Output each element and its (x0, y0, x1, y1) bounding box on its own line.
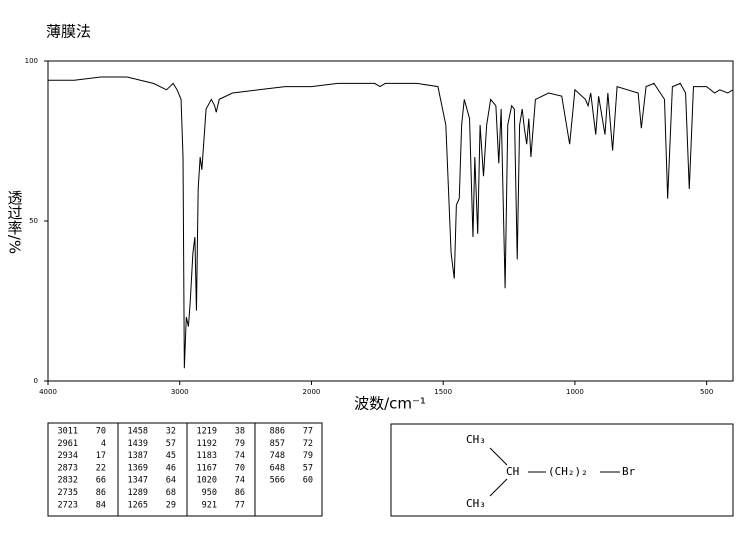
peak-transmittance: 4 (101, 439, 106, 449)
x-axis-label: 波数/cm⁻¹ (354, 395, 426, 413)
peak-wavenumber: 748 (270, 451, 285, 461)
peak-wavenumber: 950 (202, 488, 217, 498)
peak-transmittance: 46 (166, 463, 176, 473)
peak-wavenumber: 1192 (197, 439, 217, 449)
peak-wavenumber: 857 (270, 439, 285, 449)
peak-wavenumber: 3011 (58, 427, 78, 437)
peak-transmittance: 68 (166, 488, 176, 498)
peak-wavenumber: 2723 (58, 500, 78, 510)
peak-wavenumber: 2735 (58, 488, 78, 498)
bond (489, 447, 508, 466)
plot-frame (47, 60, 734, 382)
peak-transmittance: 22 (96, 463, 106, 473)
peak-wavenumber: 1020 (197, 476, 217, 486)
structure-text: CH (506, 465, 519, 478)
peak-transmittance: 60 (303, 476, 313, 486)
x-tick-label: 3000 (171, 388, 189, 396)
peak-wavenumber: 648 (270, 463, 285, 473)
x-tick-label: 4000 (39, 388, 57, 396)
peak-table-frame (47, 422, 323, 517)
peak-wavenumber: 1219 (197, 427, 217, 437)
peak-wavenumber: 2961 (58, 439, 78, 449)
y-tick-label: 0 (34, 377, 38, 385)
peak-wavenumber: 1458 (128, 427, 148, 437)
peak-transmittance: 57 (166, 439, 176, 449)
peak-transmittance: 64 (166, 476, 176, 486)
peak-transmittance: 70 (96, 427, 106, 437)
x-tick-label: 1000 (566, 388, 584, 396)
peak-transmittance: 70 (235, 463, 245, 473)
peak-transmittance: 77 (235, 500, 245, 510)
chart-title: 薄膜法 (46, 23, 91, 41)
peak-wavenumber: 1167 (197, 463, 217, 473)
peak-wavenumber: 1183 (197, 451, 217, 461)
peak-transmittance: 84 (96, 500, 106, 510)
structure-text: CH₃ (466, 497, 486, 510)
spectrum-line (48, 76, 734, 369)
peak-wavenumber: 1439 (128, 439, 148, 449)
peak-transmittance: 74 (235, 451, 245, 461)
peak-wavenumber: 2873 (58, 463, 78, 473)
peak-transmittance: 17 (96, 451, 106, 461)
peak-wavenumber: 886 (270, 427, 285, 437)
peak-transmittance: 77 (303, 427, 313, 437)
peak-wavenumber: 1369 (128, 463, 148, 473)
structure-text: CH₃ (466, 433, 486, 446)
x-tick-label: 1500 (434, 388, 452, 396)
peak-wavenumber: 566 (270, 476, 285, 486)
structure-text: Br (622, 465, 636, 478)
peak-transmittance: 32 (166, 427, 176, 437)
peak-wavenumber: 1265 (128, 500, 148, 510)
structure-frame (390, 423, 734, 517)
peak-transmittance: 86 (96, 488, 106, 498)
peak-wavenumber: 1387 (128, 451, 148, 461)
y-tick-label: 100 (25, 57, 38, 65)
peak-transmittance: 57 (303, 463, 313, 473)
y-axis-label: 透过率/% (6, 190, 24, 254)
structure-text: (CH₂)₂ (548, 465, 588, 478)
peak-wavenumber: 1347 (128, 476, 148, 486)
peak-transmittance: 29 (166, 500, 176, 510)
x-tick-label: 2000 (303, 388, 321, 396)
peak-wavenumber: 2832 (58, 476, 78, 486)
peak-transmittance: 45 (166, 451, 176, 461)
peak-wavenumber: 2934 (58, 451, 78, 461)
peak-transmittance: 66 (96, 476, 106, 486)
peak-transmittance: 79 (235, 439, 245, 449)
peak-transmittance: 72 (303, 439, 313, 449)
peak-transmittance: 86 (235, 488, 245, 498)
peak-transmittance: 74 (235, 476, 245, 486)
peak-wavenumber: 1289 (128, 488, 148, 498)
x-tick-label: 500 (700, 388, 713, 396)
peak-wavenumber: 921 (202, 500, 217, 510)
peak-transmittance: 79 (303, 451, 313, 461)
bond (489, 478, 508, 497)
y-tick-label: 50 (29, 217, 38, 225)
peak-transmittance: 38 (235, 427, 245, 437)
